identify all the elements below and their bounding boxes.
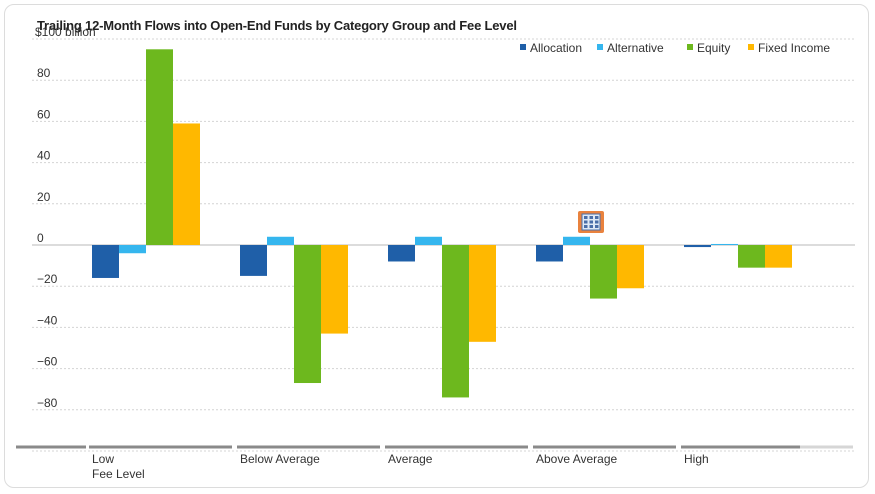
legend-label: Equity [697,41,730,55]
y-tick-label: −80 [37,396,58,410]
bar-alternative-above-average [563,236,590,245]
y-tick-label: −20 [37,272,58,286]
legend: Allocation Alternative Equity Fixed Income [520,41,830,55]
bar-allocation-low [92,245,119,278]
bar-equity-below-average [294,245,321,384]
bar-alternative-average [415,236,442,245]
x-category-label: High [684,452,709,466]
y-top-label: $100 billion [35,25,96,39]
bar-allocation-above-average [536,245,563,262]
x-category-label: Above Average [536,452,618,466]
y-tick-label: 80 [37,66,51,80]
legend-swatch [687,44,693,50]
chart-title: Trailing 12-Month Flows into Open-End Fu… [37,18,517,33]
building-icon [578,211,604,233]
y-tick-label: 60 [37,107,51,121]
bar-alternative-high [711,243,738,245]
y-tick-label: −60 [37,355,58,369]
x-category-label: Average [388,452,433,466]
y-tick-label: 0 [37,231,44,245]
legend-item-equity: Equity [687,41,730,55]
legend-swatch [597,44,603,50]
bar-fixed-income-above-average [617,245,644,289]
legend-label: Alternative [607,41,664,55]
x-category-sublabel: Fee Level [92,467,145,481]
x-category-label: Low [92,452,114,466]
legend-item-fixed-income: Fixed Income [748,41,830,55]
bar-alternative-below-average [267,236,294,245]
bar-alternative-low [119,245,146,254]
bar-equity-average [442,245,469,398]
bar-allocation-high [684,245,711,248]
bar-fixed-income-low [173,123,200,245]
y-axis-ticks: $100 billion 80 60 40 20 0 −20 −40 −60 −80 [35,25,96,410]
bars [92,49,792,398]
x-category-label: Below Average [240,452,320,466]
legend-label: Allocation [530,41,582,55]
bar-allocation-below-average [240,245,267,276]
legend-swatch [748,44,754,50]
legend-swatch [520,44,526,50]
annotation-layer [578,211,604,233]
legend-item-alternative: Alternative [597,41,664,55]
bar-equity-low [146,49,173,245]
bar-fixed-income-high [765,245,792,268]
bar-fixed-income-average [469,245,496,342]
bar-equity-above-average [590,245,617,299]
bar-equity-high [738,245,765,268]
legend-item-allocation: Allocation [520,41,582,55]
legend-label: Fixed Income [758,41,830,55]
y-tick-label: 20 [37,190,51,204]
bar-fixed-income-below-average [321,245,348,334]
y-tick-label: −40 [37,313,58,327]
bar-allocation-average [388,245,415,262]
y-tick-label: 40 [37,149,51,163]
